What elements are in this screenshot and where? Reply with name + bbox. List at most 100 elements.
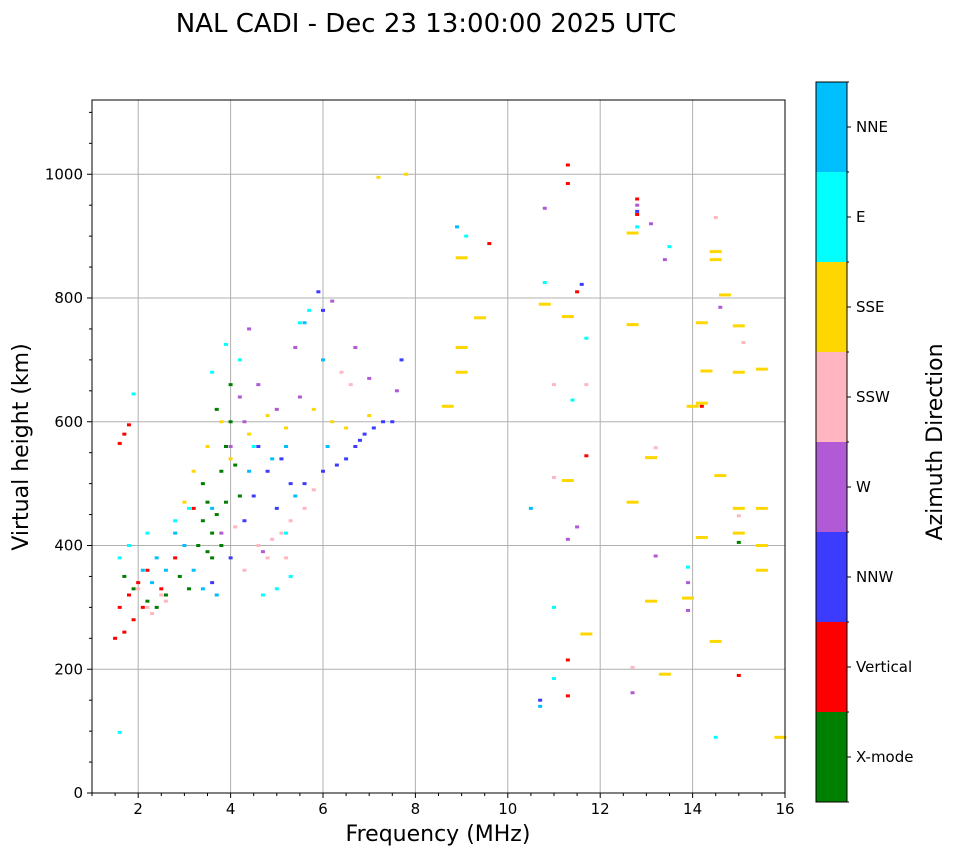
echo-point	[662, 258, 667, 262]
echo-point	[191, 506, 196, 510]
echo-point	[210, 506, 215, 510]
x-axis-ticks: 2 4 6 8 10 12 14 16	[91, 793, 795, 818]
colorbar: X-mode Vertical NNW W SSW SSE E NNE	[815, 81, 913, 803]
echo-point	[279, 531, 284, 535]
echo-point	[177, 574, 182, 578]
echo-point	[321, 358, 325, 362]
echo-point	[284, 531, 289, 535]
plot-background	[92, 100, 785, 793]
echo-point	[219, 531, 224, 535]
echo-point	[191, 469, 196, 473]
plot-area: 2 4 6 8 10 12 14 16 0 200 400 600 800 1000	[45, 99, 795, 818]
echo-point	[732, 324, 745, 328]
y-tick-label: 400	[54, 537, 83, 555]
echo-point	[311, 488, 316, 492]
x-tick-label: 12	[591, 800, 610, 818]
echo-point	[210, 556, 215, 560]
colorbar-segment-nne	[816, 82, 847, 172]
echo-point	[538, 302, 551, 306]
echo-point	[173, 531, 178, 535]
echo-point	[219, 544, 224, 547]
echo-point	[288, 519, 293, 523]
echo-point	[344, 426, 349, 430]
echo-point	[284, 445, 289, 448]
echo-point	[565, 163, 570, 167]
echo-point	[695, 321, 708, 325]
echo-point	[658, 672, 671, 676]
echo-point	[575, 525, 580, 529]
echo-point	[736, 540, 741, 544]
echo-point	[732, 531, 745, 535]
y-tick-label: 200	[54, 660, 83, 678]
echo-point	[561, 479, 574, 483]
echo-point	[247, 432, 252, 436]
echo-point	[159, 587, 164, 591]
echo-point	[695, 535, 708, 539]
echo-point	[667, 245, 672, 249]
echo-point	[552, 475, 556, 479]
echo-point	[117, 556, 122, 560]
series-e	[117, 225, 718, 739]
echo-point	[653, 446, 658, 450]
echo-point	[228, 457, 233, 461]
echo-point	[233, 525, 238, 529]
echo-point	[330, 299, 335, 303]
echo-point	[265, 414, 270, 418]
echo-point	[714, 474, 727, 478]
echo-point	[579, 282, 584, 286]
echo-point	[575, 290, 580, 294]
echo-point	[565, 537, 570, 541]
y-axis-ticks: 0 200 400 600 800 1000	[45, 111, 92, 802]
echo-point	[214, 593, 219, 597]
echo-point	[348, 383, 353, 387]
echo-point	[288, 482, 293, 486]
echo-point	[681, 596, 694, 600]
echo-point	[228, 420, 233, 424]
x-axis-label: Frequency (MHz)	[346, 822, 531, 847]
echo-point	[635, 209, 640, 213]
echo-point	[302, 321, 307, 325]
echo-point	[140, 605, 145, 609]
echo-point	[709, 250, 722, 254]
echo-point	[441, 404, 454, 408]
echo-point	[279, 457, 284, 461]
echo-point	[200, 519, 205, 523]
echo-point	[538, 698, 543, 702]
echo-point	[626, 231, 639, 235]
echo-point	[538, 704, 543, 708]
echo-point	[219, 420, 224, 424]
colorbar-label: W	[856, 478, 871, 496]
colorbar-segment-w	[816, 442, 847, 532]
grid-lines	[92, 100, 786, 794]
echo-point	[297, 395, 302, 399]
echo-point	[542, 281, 547, 285]
echo-point	[454, 225, 459, 229]
echo-point	[154, 556, 159, 560]
echo-point	[755, 544, 768, 547]
echo-point	[367, 414, 372, 418]
echo-point	[297, 321, 302, 325]
echo-point	[223, 500, 228, 504]
echo-point	[265, 556, 270, 560]
echo-point	[635, 203, 640, 207]
x-tick-label: 8	[411, 800, 421, 818]
echo-point	[163, 568, 168, 572]
colorbar-label: X-mode	[856, 748, 913, 766]
echo-point	[242, 568, 247, 572]
echo-point	[584, 454, 589, 458]
x-tick-label: 16	[775, 800, 794, 818]
echo-point	[117, 730, 122, 734]
echo-point	[311, 407, 316, 411]
echo-point	[321, 308, 325, 312]
echo-point	[210, 581, 215, 585]
colorbar-segment-sse	[816, 262, 847, 352]
colorbar-label: NNE	[856, 118, 888, 136]
colorbar-segment-ssw	[816, 352, 847, 442]
colorbar-label: Vertical	[856, 658, 912, 676]
echo-point	[122, 432, 127, 436]
echo-point	[570, 398, 575, 402]
echo-point	[584, 383, 589, 387]
echo-point	[455, 370, 468, 374]
echo-point	[565, 182, 570, 186]
